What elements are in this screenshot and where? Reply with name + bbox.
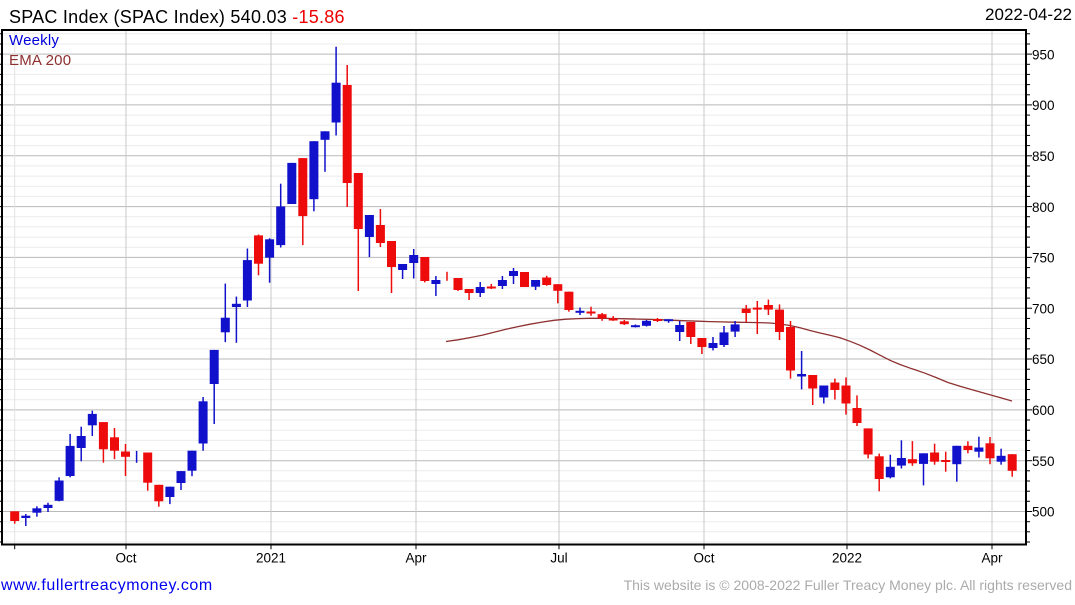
svg-text:2021: 2021: [256, 551, 286, 566]
svg-text:900: 900: [1032, 98, 1055, 113]
svg-text:Oct: Oct: [115, 551, 136, 566]
svg-text:700: 700: [1032, 301, 1055, 316]
svg-text:2022: 2022: [832, 551, 862, 566]
svg-text:500: 500: [1032, 505, 1055, 520]
svg-text:Jul: Jul: [550, 551, 567, 566]
svg-text:SPAC Index (SPAC Index) 540.03: SPAC Index (SPAC Index) 540.03 -15.86: [9, 7, 345, 27]
svg-text:Weekly: Weekly: [9, 32, 59, 49]
svg-text:Apr: Apr: [405, 551, 427, 566]
svg-text:550: 550: [1032, 454, 1055, 469]
svg-text:Oct: Oct: [693, 551, 714, 566]
svg-text:www.fullertreacymoney.com: www.fullertreacymoney.com: [0, 577, 213, 594]
svg-text:950: 950: [1032, 47, 1055, 62]
svg-text:EMA 200: EMA 200: [9, 52, 71, 69]
svg-text:650: 650: [1032, 352, 1055, 367]
svg-text:2022-04-22: 2022-04-22: [985, 5, 1072, 24]
svg-text:800: 800: [1032, 200, 1055, 215]
svg-text:850: 850: [1032, 149, 1055, 164]
svg-text:Apr: Apr: [981, 551, 1003, 566]
svg-text:600: 600: [1032, 403, 1055, 418]
svg-text:This website is © 2008-2022 Fu: This website is © 2008-2022 Fuller Treac…: [624, 577, 1072, 593]
svg-text:750: 750: [1032, 251, 1055, 266]
